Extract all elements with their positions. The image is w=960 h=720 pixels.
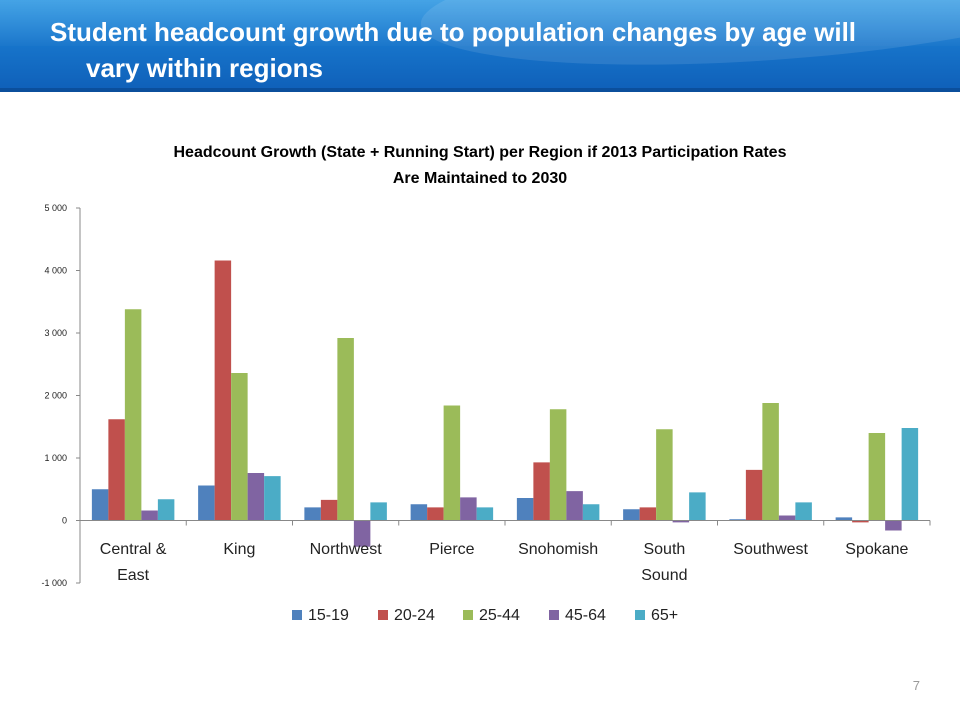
legend-label-15-19: 15-19 xyxy=(308,607,349,624)
legend-label-25-44: 25-44 xyxy=(479,607,520,624)
y-tick-label: 1 000 xyxy=(44,453,67,463)
legend-swatch-45-64 xyxy=(549,610,559,620)
bar-20-24-snohomish xyxy=(533,462,550,521)
x-category-label-line: Southwest xyxy=(733,541,808,558)
page-number: 7 xyxy=(912,678,920,693)
bar-20-24-central-east xyxy=(108,419,125,521)
y-tick-label: -1 000 xyxy=(41,578,67,588)
bar-15-19-central-east xyxy=(91,489,109,521)
bar-45-64-pierce xyxy=(460,497,477,521)
y-tick-label: 5 000 xyxy=(44,203,67,213)
legend-swatch-25-44 xyxy=(463,610,473,620)
banner-gloss xyxy=(0,0,960,46)
bar-65+-central-east xyxy=(157,499,175,521)
bar-15-19-south-sound xyxy=(623,509,640,521)
bar-45-64-king xyxy=(247,473,265,521)
x-category-label-line: Central & xyxy=(100,541,167,558)
bar-15-19-southwest xyxy=(729,519,746,521)
title-banner: Student headcount growth due to populati… xyxy=(0,0,960,92)
bar-45-64-northwest xyxy=(353,520,371,547)
bar-15-19-snohomish xyxy=(516,498,534,521)
bar-25-44-central-east xyxy=(124,309,142,521)
bar-20-24-spokane xyxy=(852,520,869,523)
chart-title-line-2: Are Maintained to 2030 xyxy=(392,170,568,187)
x-category-label: Southwest xyxy=(733,541,808,558)
x-category-label-line: Spokane xyxy=(845,541,908,558)
x-category-label: Central & East xyxy=(100,541,167,584)
x-category-label-line: Sound xyxy=(641,567,687,584)
y-tick-label: 4 000 xyxy=(44,266,67,276)
bar-25-44-snohomish xyxy=(549,409,567,521)
slide-title-line-2: vary within regions xyxy=(86,53,323,83)
x-category-label-line: King xyxy=(223,541,255,558)
bar-45-64-south-sound xyxy=(672,520,690,523)
legend-label-45-64: 45-64 xyxy=(565,607,606,624)
bar-25-44-king xyxy=(231,373,248,521)
legend-swatch-20-24 xyxy=(378,610,388,620)
bar-65+-king xyxy=(264,476,281,521)
bar-15-19-pierce xyxy=(410,504,428,521)
x-category-label-line: Snohomish xyxy=(518,541,598,558)
bar-45-64-southwest xyxy=(778,515,796,521)
chart-title: Headcount Growth (State + Running Start)… xyxy=(80,140,880,192)
banner-rule xyxy=(0,88,960,92)
x-category-label: Pierce xyxy=(429,541,474,558)
bar-65+-southwest xyxy=(795,502,812,521)
x-category-label-line: Northwest xyxy=(310,541,383,558)
bar-15-19-spokane xyxy=(835,517,853,521)
bar-45-64-spokane xyxy=(885,520,902,531)
x-category-label-line: East xyxy=(117,567,150,584)
bar-25-44-pierce xyxy=(443,405,461,521)
bar-25-44-southwest xyxy=(762,403,779,521)
bar-15-19-king xyxy=(198,485,215,521)
x-category-label: Snohomish xyxy=(518,541,598,558)
x-category-label-line: South xyxy=(643,541,685,558)
slide-title-line-1: Student headcount growth due to populati… xyxy=(50,17,857,47)
x-category-label: King xyxy=(223,541,255,558)
bar-15-19-northwest xyxy=(304,507,321,521)
x-category-label-line: Pierce xyxy=(429,541,474,558)
bar-45-64-snohomish xyxy=(566,491,583,521)
bar-65+-spokane xyxy=(901,428,919,521)
legend-swatch-65+ xyxy=(635,610,645,620)
y-tick-label: 0 xyxy=(62,516,67,526)
bar-45-64-central-east xyxy=(141,510,158,521)
x-category-label: Spokane xyxy=(845,541,908,558)
bar-20-24-pierce xyxy=(427,507,444,521)
bar-65+-northwest xyxy=(370,502,387,521)
legend-label-65+: 65+ xyxy=(651,607,678,624)
chart-title-line-1: Headcount Growth (State + Running Start)… xyxy=(173,144,787,161)
x-category-label: Northwest xyxy=(310,541,383,558)
bar-20-24-northwest xyxy=(320,499,338,521)
bar-20-24-king xyxy=(214,260,232,521)
bar-65+-pierce xyxy=(476,507,494,521)
bar-20-24-south-sound xyxy=(639,507,657,521)
y-tick-label: 3 000 xyxy=(44,328,67,338)
y-tick-label: 2 000 xyxy=(44,391,67,401)
bar-65+-snohomish xyxy=(582,504,600,521)
legend-label-20-24: 20-24 xyxy=(394,607,435,624)
bar-25-44-spokane xyxy=(868,433,886,521)
x-category-label: South Sound xyxy=(641,541,687,584)
bar-25-44-northwest xyxy=(337,338,354,521)
bar-20-24-southwest xyxy=(745,469,763,521)
bar-65+-south-sound xyxy=(689,492,706,521)
legend-swatch-15-19 xyxy=(292,610,302,620)
slide-title: Student headcount growth due to populati… xyxy=(50,14,940,86)
bar-25-44-south-sound xyxy=(656,429,673,521)
